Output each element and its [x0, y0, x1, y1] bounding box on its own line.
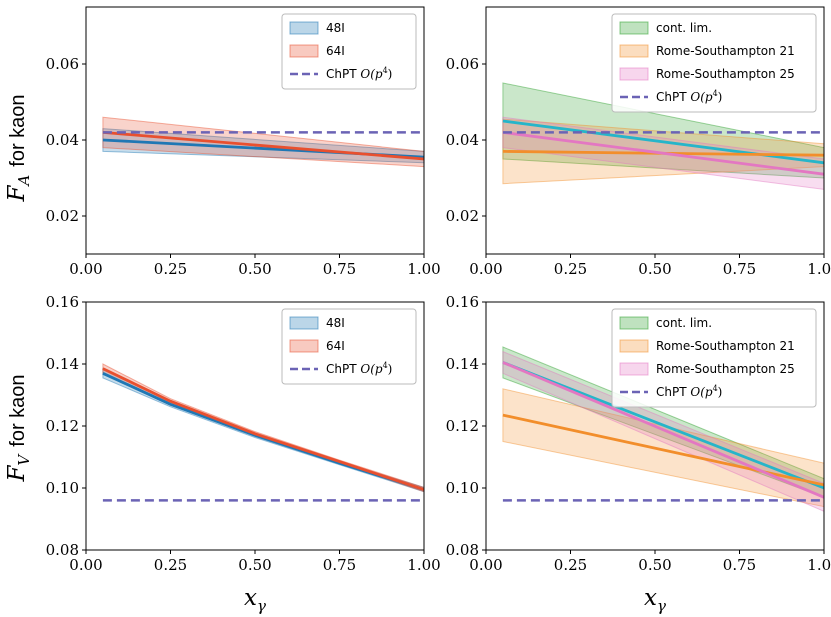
x-tick-label: 1.00	[807, 556, 831, 574]
legend-box	[611, 308, 817, 408]
band-cont-lim-	[502, 346, 824, 498]
line-rome-southampton-25	[502, 361, 824, 499]
panel-FA-continuum: 0.00 0.25 0.50 0.75 1.00 0.02 0.04 0.06 cont. li…	[446, 6, 831, 278]
x-tick-label: 0.50	[238, 260, 271, 278]
x-tick-label: 0.75	[323, 260, 356, 278]
legend-label: Rome-Southampton 21	[656, 339, 795, 353]
xlabel-left: xγ	[244, 585, 266, 615]
band-rome-southampton-21	[502, 118, 824, 185]
line-64i	[102, 131, 424, 161]
y-tick-label: 0.08	[446, 541, 479, 559]
legend-label: Rome-Southampton 21	[656, 44, 795, 58]
panel-FA-lattice: 0.00 0.25 0.50 0.75 1.00 0.02 0.04 0.06 48I 64I Ch…	[46, 6, 441, 278]
y-tick-label: 0.16	[46, 293, 79, 311]
legend-swatch	[619, 21, 649, 35]
y-tick-label: 0.12	[46, 417, 79, 435]
x-tick-label: 0.00	[469, 260, 502, 278]
plot-area	[102, 116, 424, 168]
band-64i	[102, 116, 424, 168]
line-64i	[102, 367, 424, 491]
x-tick-label: 0.50	[238, 556, 271, 574]
line-cont-lim-	[502, 361, 824, 490]
legend: 48I 64I ChPT O(p4)	[281, 13, 417, 90]
legend-label: Rome-Southampton 25	[656, 67, 795, 81]
legend-box	[281, 13, 417, 90]
x-tick-label: 0.25	[154, 260, 187, 278]
legend-label: cont. lim.	[656, 21, 712, 35]
line-rome-southampton-21	[502, 413, 824, 487]
legend-swatch	[619, 44, 649, 58]
legend: 48I 64I ChPT O(p4)	[281, 308, 417, 385]
band-rome-southampton-21	[502, 388, 824, 508]
y-tick-label: 0.16	[446, 293, 479, 311]
y-tick-label: 0.10	[446, 479, 479, 497]
y-tick-label: 0.02	[446, 207, 479, 225]
legend-label: 48I	[326, 316, 345, 330]
panel-FV-lattice: 0.00 0.25 0.50 0.75 1.00 0.08 0.10 0.12 0.14 0.16…	[46, 293, 441, 574]
legend-label: 64I	[326, 339, 345, 353]
line-rome-southampton-25	[502, 131, 824, 176]
x-tick-label: 1.00	[407, 260, 440, 278]
x-tick-label: 0.25	[154, 556, 187, 574]
x-tick-label: 0.75	[723, 556, 756, 574]
legend-swatch	[289, 339, 319, 353]
plot-area	[102, 363, 424, 502]
legend-label: cont. lim.	[656, 316, 712, 330]
x-tick-label: 0.25	[554, 260, 587, 278]
legend-box	[611, 13, 817, 113]
panel-FV-continuum: 0.00 0.25 0.50 0.75 1.00 0.08 0.10 0.12 0.14 0.16…	[446, 293, 831, 574]
legend-label: ChPT O(p4)	[326, 66, 392, 81]
legend-label: 48I	[326, 21, 345, 35]
legend-label: 64I	[326, 44, 345, 58]
y-tick-label: 0.12	[446, 417, 479, 435]
legend-swatch	[619, 339, 649, 353]
y-tick-label: 0.04	[46, 131, 79, 149]
plot-area	[502, 82, 824, 190]
legend-box	[281, 308, 417, 385]
legend-swatch	[619, 67, 649, 81]
x-tick-label: 0.50	[638, 260, 671, 278]
legend: cont. lim. Rome-Southampton 21 Rome-Southa…	[611, 13, 817, 113]
legend-label: ChPT O(p4)	[656, 384, 722, 399]
x-tick-label: 0.75	[323, 556, 356, 574]
y-tick-label: 0.14	[46, 355, 79, 373]
plot-area	[502, 346, 824, 512]
y-tick-label: 0.02	[46, 207, 79, 225]
legend-swatch	[289, 316, 319, 330]
x-tick-label: 0.00	[469, 556, 502, 574]
y-tick-label: 0.04	[446, 131, 479, 149]
y-tick-label: 0.10	[46, 479, 79, 497]
legend-label: ChPT O(p4)	[656, 89, 722, 104]
legend-swatch	[619, 362, 649, 376]
y-tick-label: 0.08	[46, 541, 79, 559]
band-rome-southampton-25	[502, 350, 824, 512]
legend-swatch	[619, 316, 649, 330]
x-tick-label: 1.00	[807, 260, 831, 278]
x-tick-label: 1.00	[407, 556, 440, 574]
legend-label: Rome-Southampton 25	[656, 362, 795, 376]
x-tick-label: 0.75	[723, 260, 756, 278]
xlabel-right: xγ	[644, 585, 666, 615]
ylabel-top: FAfor kaon	[4, 94, 33, 202]
ylabel-bottom: FVfor kaon	[4, 374, 33, 482]
y-tick-label: 0.14	[446, 355, 479, 373]
legend: cont. lim. Rome-Southampton 21 Rome-Southa…	[611, 308, 817, 408]
legend-swatch	[289, 44, 319, 58]
legend-label: ChPT O(p4)	[326, 361, 392, 376]
y-tick-label: 0.06	[446, 55, 479, 73]
y-tick-label: 0.06	[46, 55, 79, 73]
legend-swatch	[289, 21, 319, 35]
x-tick-label: 0.25	[554, 556, 587, 574]
x-tick-label: 0.50	[638, 556, 671, 574]
x-tick-label: 0.00	[69, 556, 102, 574]
x-tick-label: 0.00	[69, 260, 102, 278]
